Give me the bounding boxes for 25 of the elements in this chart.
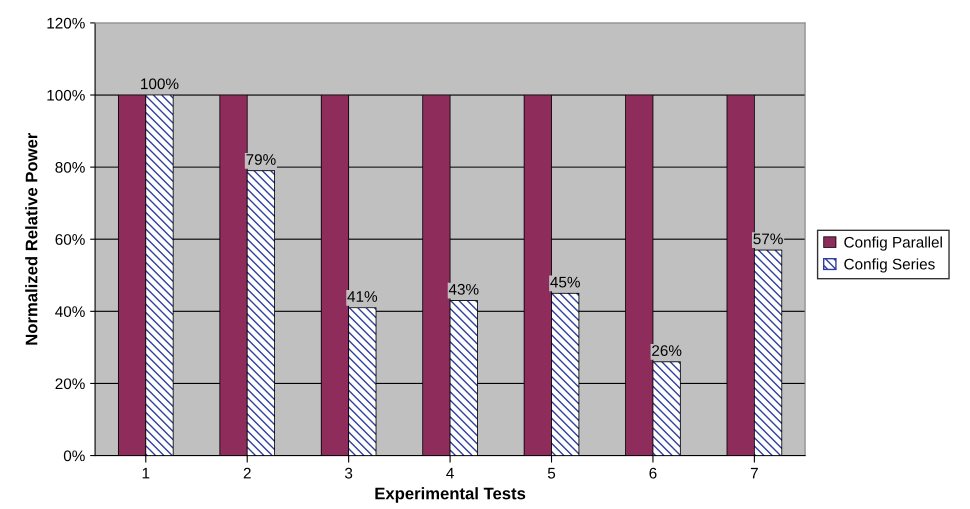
y-tick-label: 120% — [47, 18, 85, 29]
x-tick-label: 2 — [244, 468, 251, 478]
y-tick-label: 20% — [56, 378, 85, 390]
y-tick-label: 40% — [55, 306, 85, 318]
y-tick-label: 80% — [55, 162, 85, 173]
y-tick-label: 60% — [56, 234, 85, 245]
y-tick-label: 0% — [64, 450, 85, 462]
x-axis-title: Experimental Tests — [375, 487, 526, 503]
data-label: 45% — [550, 276, 580, 288]
data-label: 57% — [753, 233, 783, 244]
y-axis-title: Normalized Relative Power — [25, 132, 38, 345]
data-label: 41% — [347, 291, 378, 302]
data-label: 43% — [448, 284, 479, 295]
legend-label: Config Series — [844, 258, 935, 273]
data-label: 100% — [141, 78, 178, 90]
x-tick-label: 3 — [344, 468, 352, 479]
data-label: 26% — [652, 345, 682, 356]
x-tick-label: 6 — [649, 468, 657, 479]
y-tick-label: 100% — [47, 90, 85, 101]
data-label: 79% — [246, 154, 276, 165]
x-tick-label: 4 — [446, 468, 454, 478]
legend-label: Config Parallel — [844, 236, 942, 251]
x-tick-label: 1 — [142, 468, 150, 478]
x-tick-label: 7 — [750, 468, 758, 478]
x-tick-label: 5 — [548, 468, 556, 479]
